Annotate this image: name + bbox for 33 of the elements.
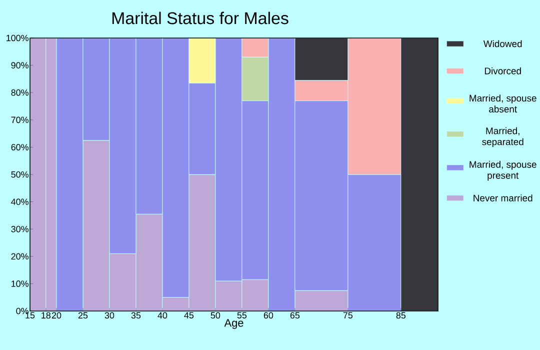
x-tick-label: 85: [396, 312, 406, 319]
x-tick-label: 30: [104, 312, 114, 319]
legend-label: Divorced: [484, 67, 521, 74]
x-axis-title: Age: [224, 319, 244, 329]
legend-label: Married, separated: [482, 127, 524, 148]
x-tick-label: 75: [343, 312, 353, 318]
y-tick-label: 90%: [11, 62, 28, 68]
x-tick-label: 25: [78, 312, 88, 319]
legend-label: Married, spouse present: [470, 160, 536, 181]
x-tick-label: 45: [184, 312, 194, 318]
legend-label: Married, spouse absent: [470, 94, 536, 112]
x-tick-label: 50: [210, 312, 220, 319]
y-tick-label: 80%: [11, 89, 28, 96]
y-tick-label: 100%: [6, 34, 28, 42]
x-tick-label: 65: [290, 312, 300, 319]
y-tick-label: 70%: [11, 116, 28, 124]
y-tick-label: 50%: [11, 171, 28, 178]
x-tick-label: 15: [26, 312, 35, 318]
legend-label: Widowed: [483, 40, 522, 48]
y-tick-label: 40%: [11, 198, 28, 205]
x-tick-label: 55: [237, 312, 247, 318]
legend-label: Never married: [474, 194, 532, 202]
chart-title: Marital Status for Males: [112, 12, 288, 24]
y-tick-label: 20%: [11, 253, 28, 260]
y-tick-label: 0%: [16, 308, 28, 314]
x-tick-label: 35: [131, 312, 141, 319]
x-tick-label: 60: [264, 312, 274, 319]
y-tick-label: 30%: [11, 226, 28, 232]
y-tick-label: 10%: [12, 280, 28, 287]
x-tick-label: 18: [42, 312, 50, 319]
y-tick-label: 60%: [11, 144, 28, 150]
x-tick-label: 40: [158, 312, 168, 319]
x-tick-label: 20: [52, 312, 62, 319]
